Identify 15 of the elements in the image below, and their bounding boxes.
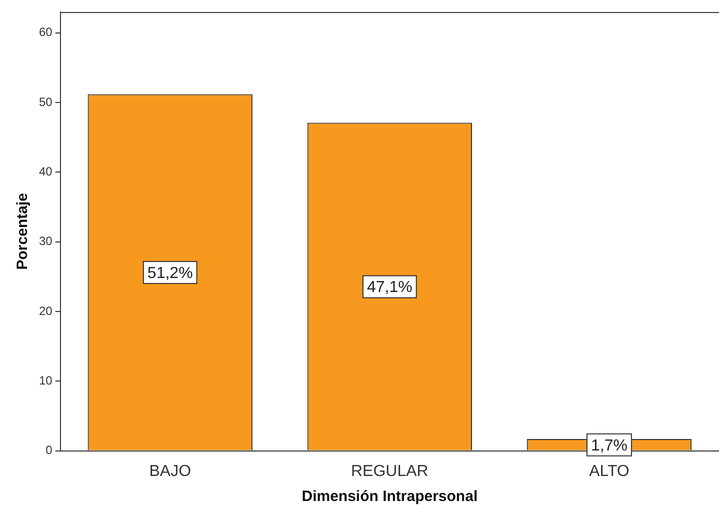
data-label: 51,2% [147, 264, 193, 282]
y-tick-label: 40 [38, 164, 53, 179]
y-tick-label: 60 [38, 25, 53, 40]
y-tick-label: 30 [38, 234, 53, 248]
data-label: 47,1% [366, 279, 412, 296]
x-tick-label: BAJO [149, 462, 192, 480]
y-tick-label: 50 [38, 94, 53, 109]
x-tick-label: ALTO [589, 462, 630, 480]
x-tick-label: REGULAR [350, 462, 428, 480]
data-label: 1,7% [590, 437, 628, 454]
y-axis-title: Porcentaje [14, 193, 32, 270]
y-tick-label: 20 [38, 304, 53, 318]
y-tick-label: 10 [38, 373, 53, 388]
x-axis-title: Dimensión Intrapersonal [302, 488, 478, 506]
y-tick-label: 0 [46, 443, 53, 458]
